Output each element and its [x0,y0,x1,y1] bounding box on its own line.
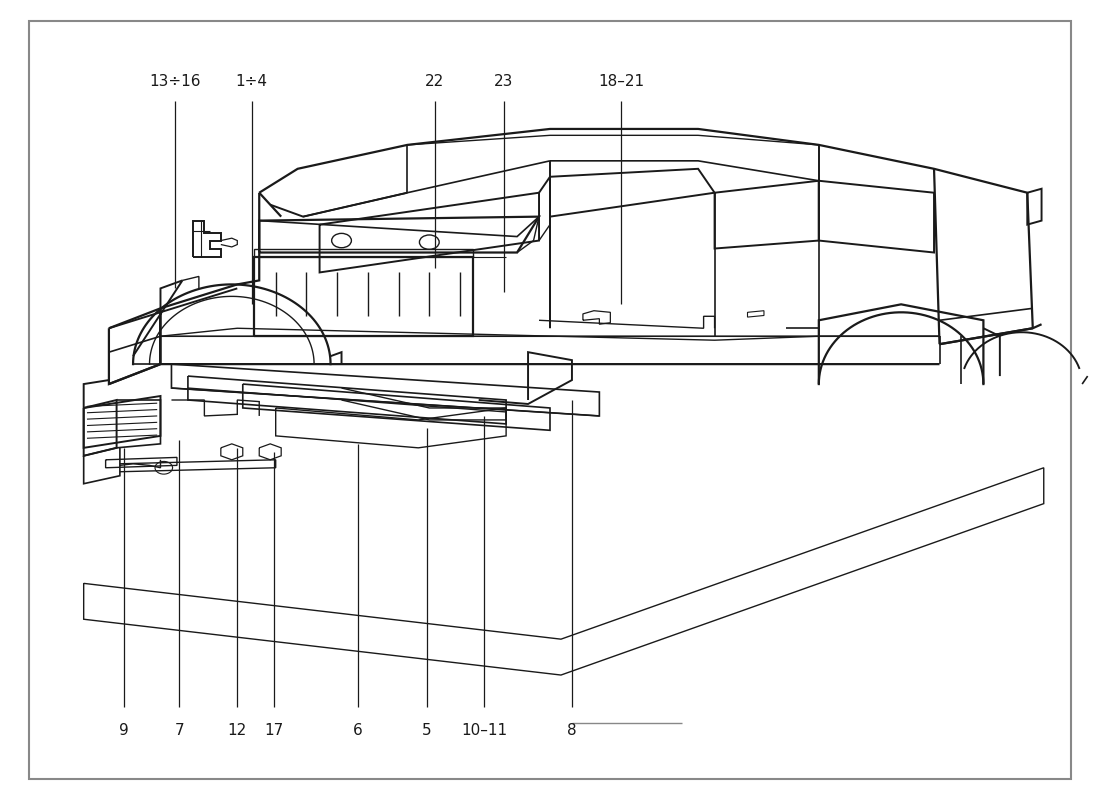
Text: 17: 17 [264,723,283,738]
Text: 5: 5 [422,723,432,738]
Text: 18–21: 18–21 [598,74,645,89]
Text: 1÷4: 1÷4 [235,74,267,89]
Text: 9: 9 [120,723,129,738]
Text: 22: 22 [426,74,444,89]
Text: 6: 6 [353,723,363,738]
Text: 10–11: 10–11 [461,723,507,738]
Text: 12: 12 [228,723,246,738]
Text: 13÷16: 13÷16 [148,74,200,89]
Text: 8: 8 [568,723,576,738]
Text: 23: 23 [494,74,514,89]
Text: 7: 7 [174,723,184,738]
